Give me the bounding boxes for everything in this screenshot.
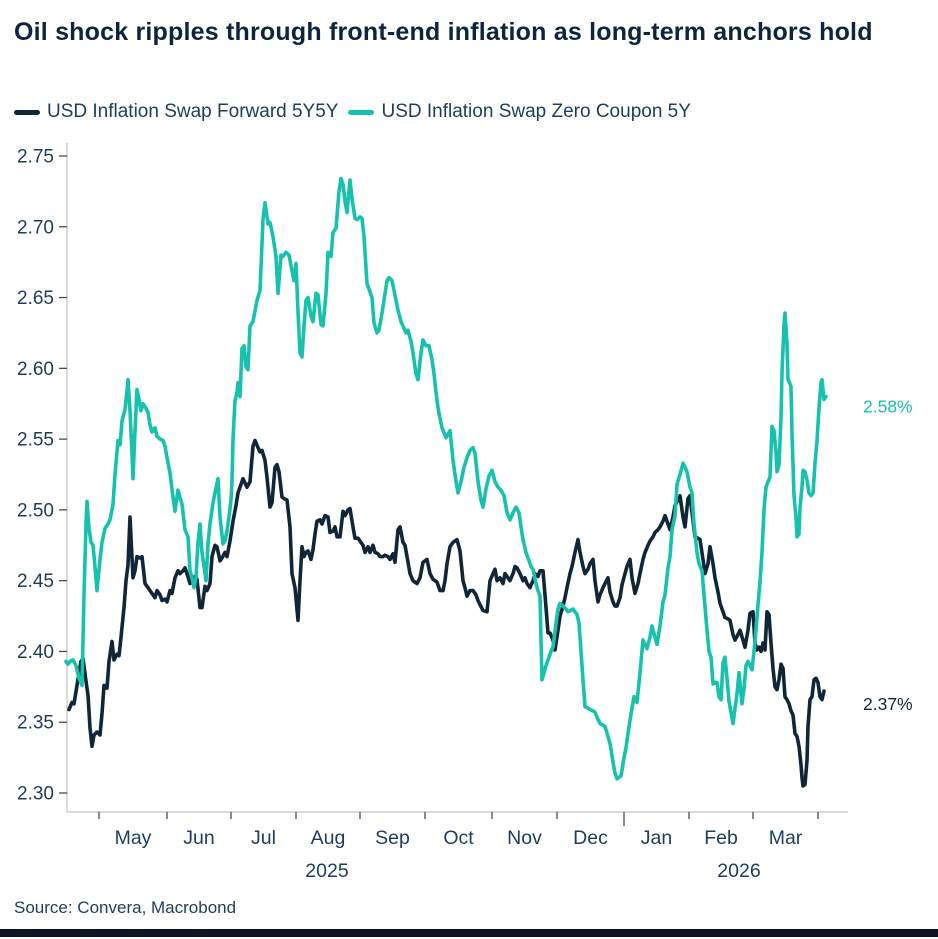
y-tick-label: 2.45 [17, 571, 54, 592]
x-tick-label: Oct [443, 827, 474, 849]
x-tick-label: Jan [641, 827, 672, 849]
x-tick-label: Dec [573, 827, 608, 849]
x-tick-label: Jul [251, 827, 276, 849]
x-tick-label: Feb [704, 827, 738, 849]
x-tick-label: Aug [311, 827, 346, 849]
legend-item-zero-coupon-5y: USD Inflation Swap Zero Coupon 5Y [348, 101, 691, 123]
x-tick-label: May [115, 827, 152, 849]
y-tick-label: 2.35 [17, 713, 54, 734]
y-tick-label: 2.50 [17, 500, 54, 521]
page-title: Oil shock ripples through front-end infl… [14, 18, 873, 46]
series-line-forward-5y5y [67, 438, 826, 788]
y-tick-label: 2.70 [17, 217, 54, 238]
legend-label: USD Inflation Swap Zero Coupon 5Y [381, 101, 691, 122]
x-tick-label: Sep [375, 827, 410, 849]
legend-label: USD Inflation Swap Forward 5Y5Y [47, 101, 339, 122]
zero-coupon-5y-swatch-icon [348, 109, 375, 115]
x-tick-label: Jun [183, 827, 214, 849]
year-label: 2025 [305, 860, 349, 882]
series-end-label: 2.37% [863, 694, 913, 714]
y-tick-label: 2.75 [17, 147, 54, 168]
y-tick-label: 2.40 [17, 642, 54, 663]
x-tick-label: Mar [769, 827, 803, 849]
bottom-bar [0, 929, 938, 937]
chart-legend: USD Inflation Swap Forward 5Y5Y USD Infl… [14, 101, 691, 123]
series-end-label: 2.58% [863, 397, 913, 417]
year-label: 2026 [717, 860, 760, 882]
y-tick-label: 2.65 [17, 288, 54, 309]
legend-item-forward-5y5y: USD Inflation Swap Forward 5Y5Y [14, 101, 338, 123]
source-note: Source: Convera, Macrobond [14, 898, 237, 917]
series-line-zero-coupon-5y [64, 176, 828, 781]
y-tick-label: 2.30 [17, 784, 54, 805]
axis-spine [66, 143, 848, 813]
y-tick-label: 2.55 [17, 430, 54, 451]
y-tick-label: 2.60 [17, 359, 54, 380]
chart-canvas: 2.75 2.70 2.65 2.60 2.55 2.50 2.45 2.40 2.35 2.30… [17, 143, 913, 882]
x-tick-label: Nov [507, 827, 542, 849]
forward-5y5y-swatch-icon [14, 109, 40, 115]
